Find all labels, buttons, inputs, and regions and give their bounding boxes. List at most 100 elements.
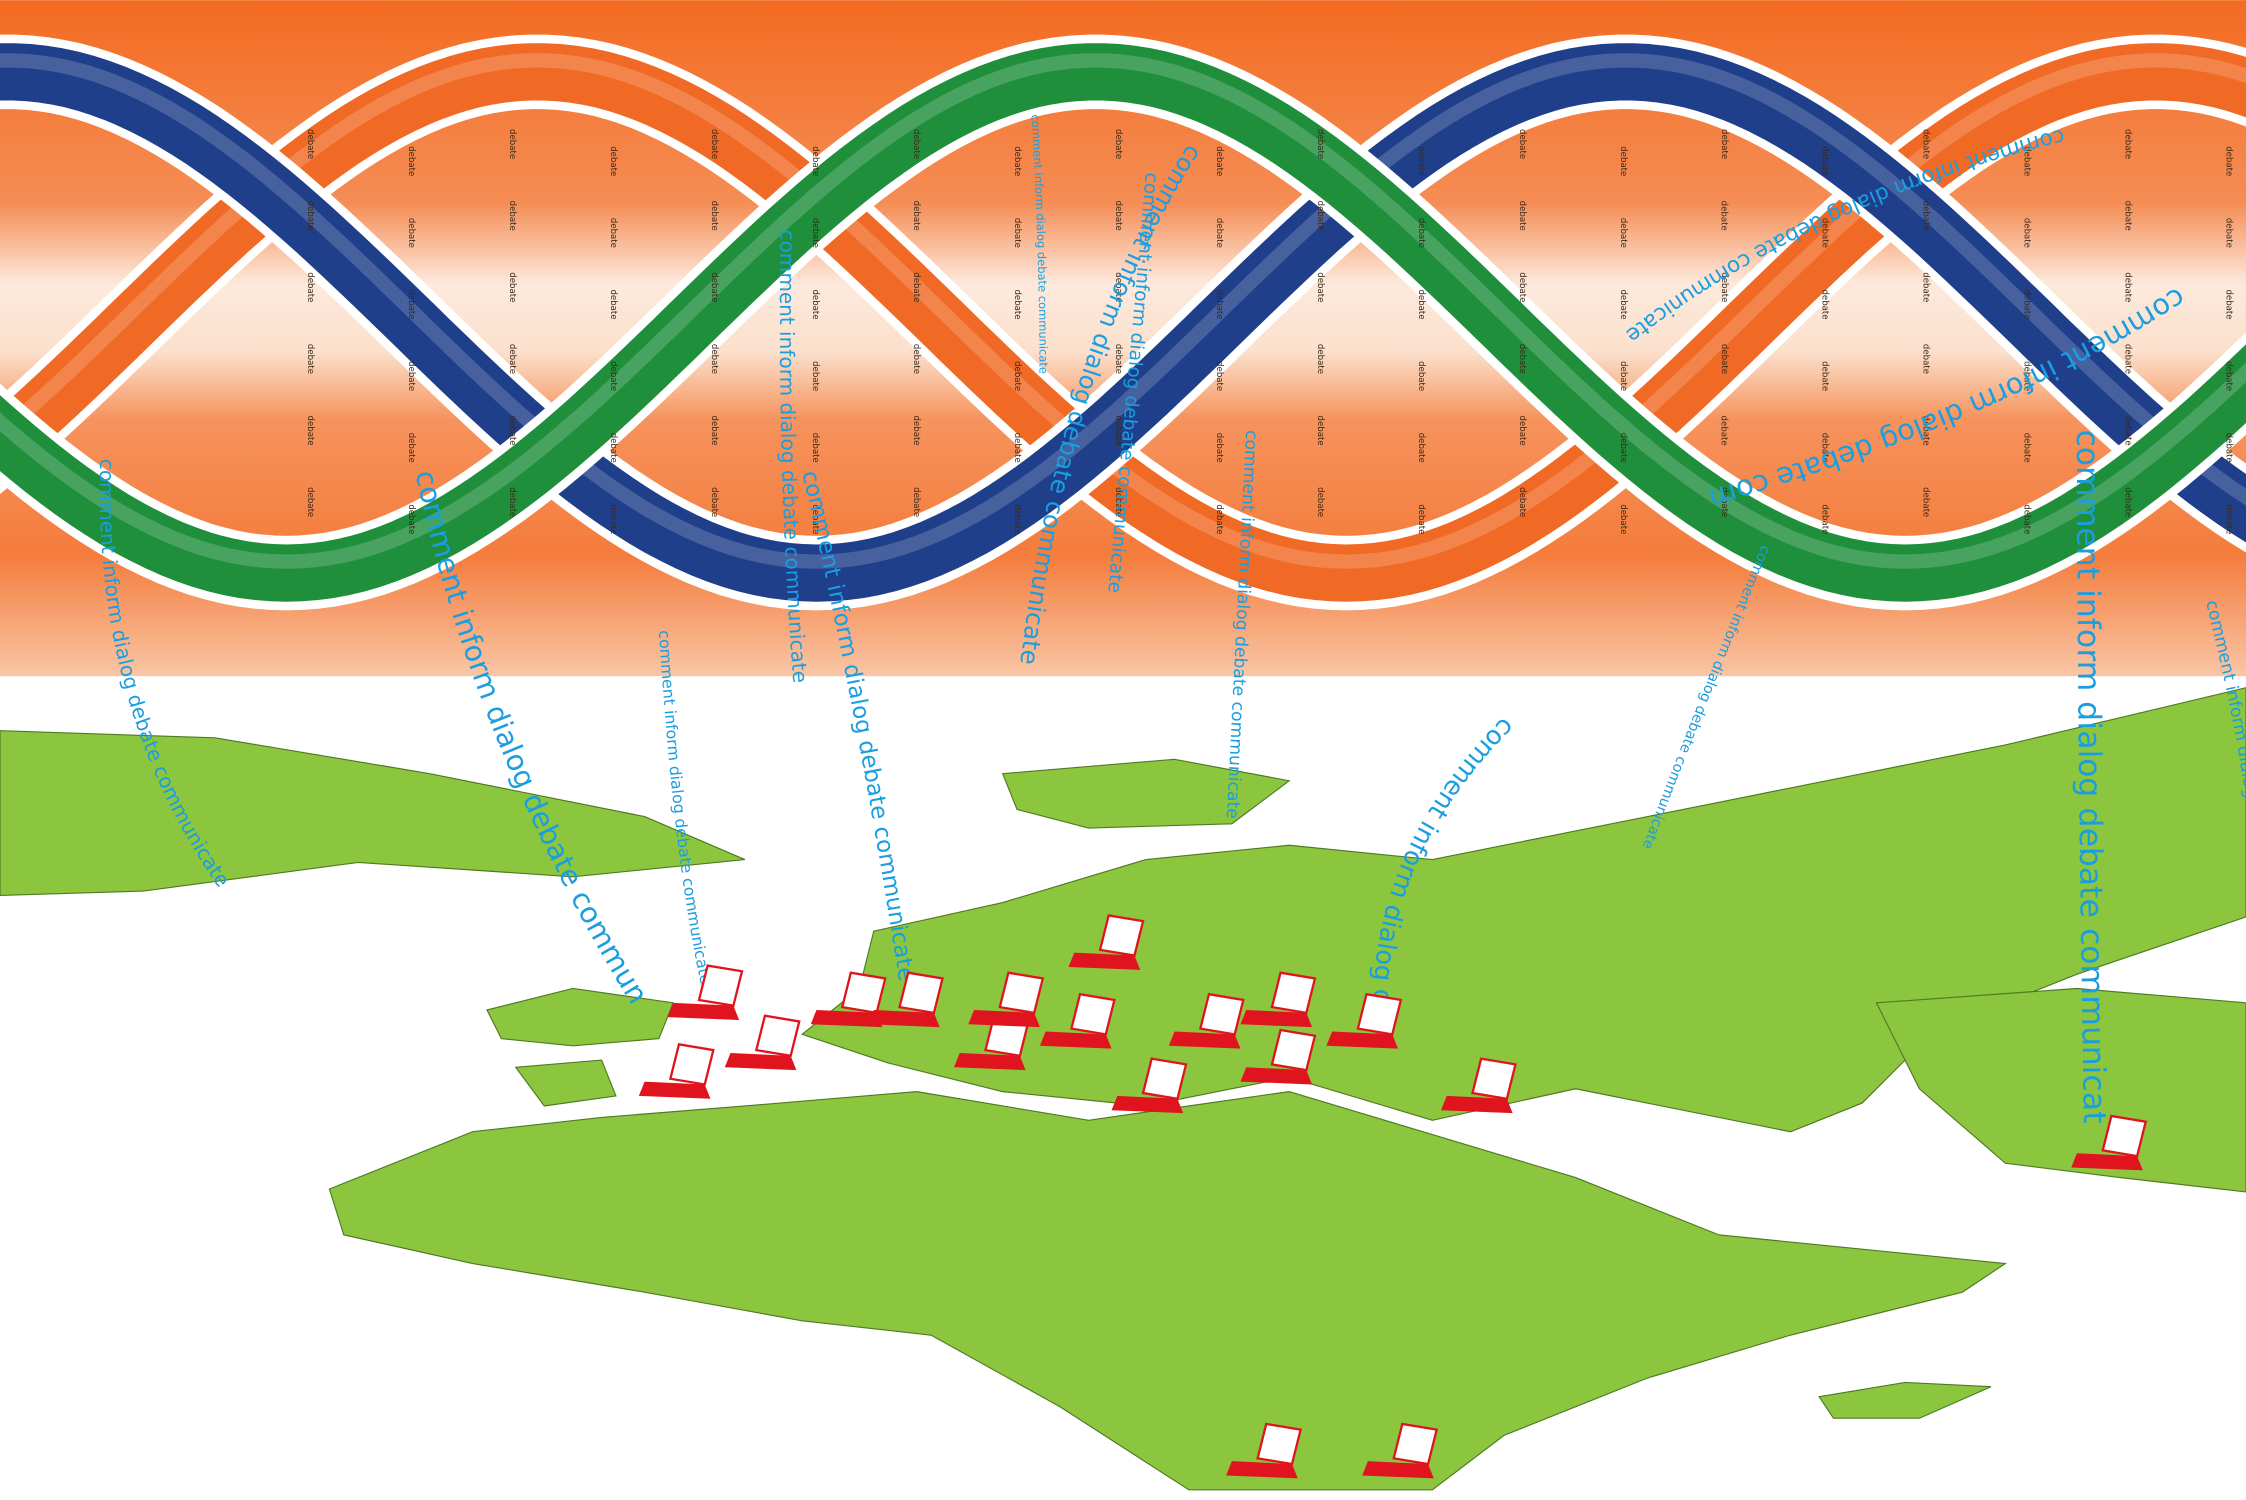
band-label: debate bbox=[1517, 129, 1527, 159]
band-label: debate bbox=[709, 487, 719, 517]
band-label: debate bbox=[1113, 129, 1123, 159]
band-label: debate bbox=[1113, 272, 1123, 302]
band-label: debate bbox=[507, 201, 517, 231]
band-label: debate bbox=[1012, 146, 1022, 176]
band-label: debate bbox=[2224, 146, 2234, 176]
band-label: debate bbox=[1820, 218, 1830, 248]
band-label: debate bbox=[1618, 146, 1628, 176]
laptop-base bbox=[1440, 1095, 1513, 1114]
band-label: debate bbox=[608, 361, 618, 391]
band-label: debate bbox=[2224, 433, 2234, 463]
laptop bbox=[1240, 1028, 1317, 1085]
band-label: debate bbox=[1214, 218, 1224, 248]
landmass bbox=[1818, 1381, 1992, 1419]
laptop-base bbox=[1326, 1031, 1399, 1049]
laptop-screen bbox=[668, 1043, 715, 1086]
band-label: debate bbox=[1315, 129, 1325, 159]
laptop-screen bbox=[1270, 971, 1317, 1015]
band-label: debate bbox=[709, 344, 719, 374]
laptop bbox=[724, 1014, 801, 1071]
band-label: debate bbox=[406, 218, 416, 248]
band-label: debate bbox=[2022, 218, 2032, 248]
band-label: debate bbox=[1517, 272, 1527, 302]
band-label: debate bbox=[1719, 487, 1729, 517]
landmass bbox=[486, 987, 675, 1047]
band-label: debate bbox=[2224, 289, 2234, 319]
laptop bbox=[1326, 992, 1403, 1049]
laptop-base bbox=[1226, 1461, 1298, 1479]
laptop-screen bbox=[754, 1014, 801, 1058]
laptop-base bbox=[638, 1081, 711, 1099]
laptop-screen bbox=[697, 964, 744, 1007]
band-label: debate bbox=[2224, 218, 2234, 248]
band-label: debate bbox=[1012, 218, 1022, 248]
band-label: debate bbox=[2022, 146, 2032, 176]
band-label: debate bbox=[1315, 487, 1325, 517]
band-label: debate bbox=[1921, 201, 1931, 231]
band-label: debate bbox=[1214, 289, 1224, 319]
laptop-base bbox=[667, 1002, 740, 1021]
band-label: debate bbox=[2022, 289, 2032, 319]
laptop-screen bbox=[1256, 1422, 1303, 1466]
band-label: debate bbox=[608, 146, 618, 176]
laptop bbox=[1362, 1422, 1439, 1479]
laptop-screen bbox=[1198, 992, 1245, 1036]
band-label: debate bbox=[2123, 272, 2133, 302]
band-label: debate bbox=[1719, 272, 1729, 302]
band-label: debate bbox=[1315, 272, 1325, 302]
band-label: debate bbox=[608, 504, 618, 534]
laptops bbox=[638, 914, 2148, 1479]
laptop bbox=[1068, 914, 1145, 970]
laptop bbox=[1240, 971, 1317, 1028]
band-label: debate bbox=[406, 504, 416, 534]
band-label: debate bbox=[1618, 361, 1628, 391]
laptop-base bbox=[1068, 952, 1141, 970]
laptop-base bbox=[724, 1052, 797, 1071]
band-label: debate bbox=[1012, 504, 1022, 534]
band-label: debate bbox=[1618, 504, 1628, 534]
band-label: debate bbox=[1820, 433, 1830, 463]
band-label: debate bbox=[305, 272, 315, 302]
band-label: debate bbox=[1820, 361, 1830, 391]
band-label: debate bbox=[1012, 433, 1022, 463]
band-label: debate bbox=[608, 218, 618, 248]
laptop-screen bbox=[1471, 1057, 1517, 1101]
laptop-screen bbox=[1392, 1422, 1439, 1466]
band-label: debate bbox=[810, 433, 820, 463]
band-label: debate bbox=[911, 487, 921, 517]
laptop-screen bbox=[840, 971, 887, 1015]
band-label: debate bbox=[2123, 487, 2133, 517]
laptop-base bbox=[1111, 1095, 1184, 1114]
band-label: debate bbox=[1214, 361, 1224, 391]
band-label: debate bbox=[305, 416, 315, 446]
ribbon-shine bbox=[0, 53, 2246, 569]
band-label: debate bbox=[1921, 272, 1931, 302]
band-label: debate bbox=[406, 289, 416, 319]
band-label: debate bbox=[1416, 361, 1426, 391]
landmass bbox=[1875, 987, 2246, 1193]
band-label: debate bbox=[1214, 504, 1224, 534]
band-label: debate bbox=[2123, 344, 2133, 374]
band-label: debate bbox=[1416, 289, 1426, 319]
text-trail: comment inform dialog debate communicate bbox=[655, 630, 716, 986]
band-label: debate bbox=[810, 504, 820, 534]
laptop-screen bbox=[898, 971, 944, 1015]
band-label: debate bbox=[608, 289, 618, 319]
band-label: debate bbox=[1719, 129, 1729, 159]
band-label: debate bbox=[1113, 416, 1123, 446]
band-label: debate bbox=[305, 201, 315, 231]
band-label: debate bbox=[1113, 487, 1123, 517]
laptop bbox=[868, 971, 944, 1028]
band-label: debate bbox=[1719, 201, 1729, 231]
world-map bbox=[0, 687, 2246, 1491]
laptop-base bbox=[1240, 1009, 1313, 1028]
band-label: debate bbox=[507, 129, 517, 159]
band-label: debate bbox=[1820, 289, 1830, 319]
band-label: debate bbox=[911, 272, 921, 302]
laptop-base bbox=[1240, 1067, 1313, 1085]
laptop-base bbox=[1362, 1461, 1434, 1479]
band-label: debate bbox=[1618, 218, 1628, 248]
band-label: debate bbox=[1921, 344, 1931, 374]
band-label: debate bbox=[305, 487, 315, 517]
